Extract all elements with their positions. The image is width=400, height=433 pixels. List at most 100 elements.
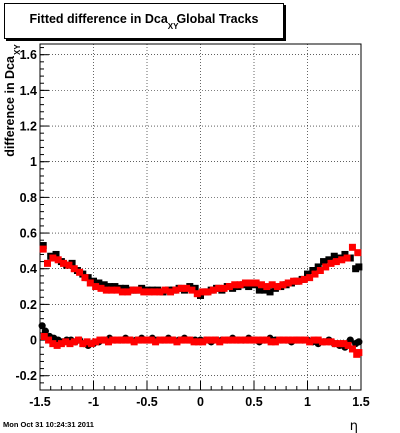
data-point [190,338,198,346]
y-axis-label-group: difference in Dca XY [3,44,22,157]
data-point [290,277,298,285]
data-point [76,268,84,276]
data-point [188,286,196,294]
data-point [203,336,211,344]
data-point [340,340,348,348]
data-point [263,283,271,291]
data-point [104,338,112,346]
data-point [246,336,254,344]
data-point [49,340,57,348]
data-point [250,336,258,344]
data-point [209,286,217,294]
data-point [167,288,175,296]
title-part2: Global Tracks [176,12,259,26]
title-subscript: XY [167,22,179,31]
data-point [348,345,356,353]
data-point [284,336,292,344]
data-point [225,283,233,291]
data-point [161,286,169,294]
data-point [267,338,275,346]
data-point [344,341,352,349]
y-tick-label: 1.4 [20,84,37,98]
data-point [60,259,68,267]
data-point [341,250,349,258]
data-point [314,336,322,344]
data-point [96,336,104,344]
data-point [304,270,311,278]
data-point [87,340,95,348]
data-point [229,336,237,344]
data-point [322,263,330,271]
data-point [216,338,224,346]
data-point [150,288,158,296]
data-point [38,322,46,330]
data-point [124,288,132,296]
data-point [336,340,344,348]
data-point [327,259,335,267]
data-point [261,286,269,294]
data-point [140,288,148,296]
data-point [39,242,47,250]
data-point [276,336,284,344]
data-point [66,340,74,348]
data-point [182,336,190,344]
data-point [316,267,324,275]
data-point [300,275,308,283]
data-point [183,284,191,292]
data-point [152,338,160,346]
data-point [355,338,363,346]
timestamp: Mon Oct 31 10:24:31 2011 [3,420,94,429]
y-tick-label: 0.8 [20,191,37,205]
y-tick-label: 0.4 [20,262,37,276]
data-point [199,288,207,296]
data-point [284,279,292,287]
data-point [204,288,212,296]
data-point [348,243,356,251]
x-tick-label: -0.5 [136,395,158,409]
data-point [81,274,89,282]
data-point [274,283,282,291]
data-point [241,279,249,287]
data-point [257,281,265,289]
data-point [355,263,363,271]
y-axis-label: difference in Dca [3,55,17,157]
data-point [49,254,57,262]
data-point [43,259,51,267]
x-tick-label: -1.5 [29,395,51,409]
data-point [255,286,263,294]
data-point [293,336,301,344]
data-point [271,338,279,346]
data-point [236,281,244,289]
data-point [118,288,126,296]
data-point [177,284,185,292]
data-point [100,281,108,289]
data-point [215,284,223,292]
x-axis-label: η [350,419,358,433]
data-point [113,286,121,294]
data-point [289,336,297,344]
data-point [311,270,319,278]
data-point [224,336,232,344]
data-point [194,338,202,346]
data-point [325,256,333,264]
data-point [306,274,314,282]
data-point [172,286,180,294]
chart-title: Fitted difference in DcaXYGlobal Tracks [5,12,283,31]
data-point [310,336,318,344]
data-point [220,336,228,344]
data-point [113,336,121,344]
data-point [254,336,262,344]
tick-labels: -1.5 -1 -0.5 0 0.5 1 1.5 -0.2 0 0.2 0.4 0.6 0.8 1 1.2 1… [15,48,369,409]
data-point [130,338,138,346]
data-point [241,336,249,344]
data-point [122,336,130,344]
y-tick-label: 1 [30,155,37,169]
data-point [41,327,49,335]
data-point [207,336,215,344]
x-tick-label: 0.5 [245,395,262,409]
data-point [280,336,288,344]
data-point [327,338,335,346]
data-point [97,284,105,292]
y-tick-label: 1.2 [20,120,37,134]
